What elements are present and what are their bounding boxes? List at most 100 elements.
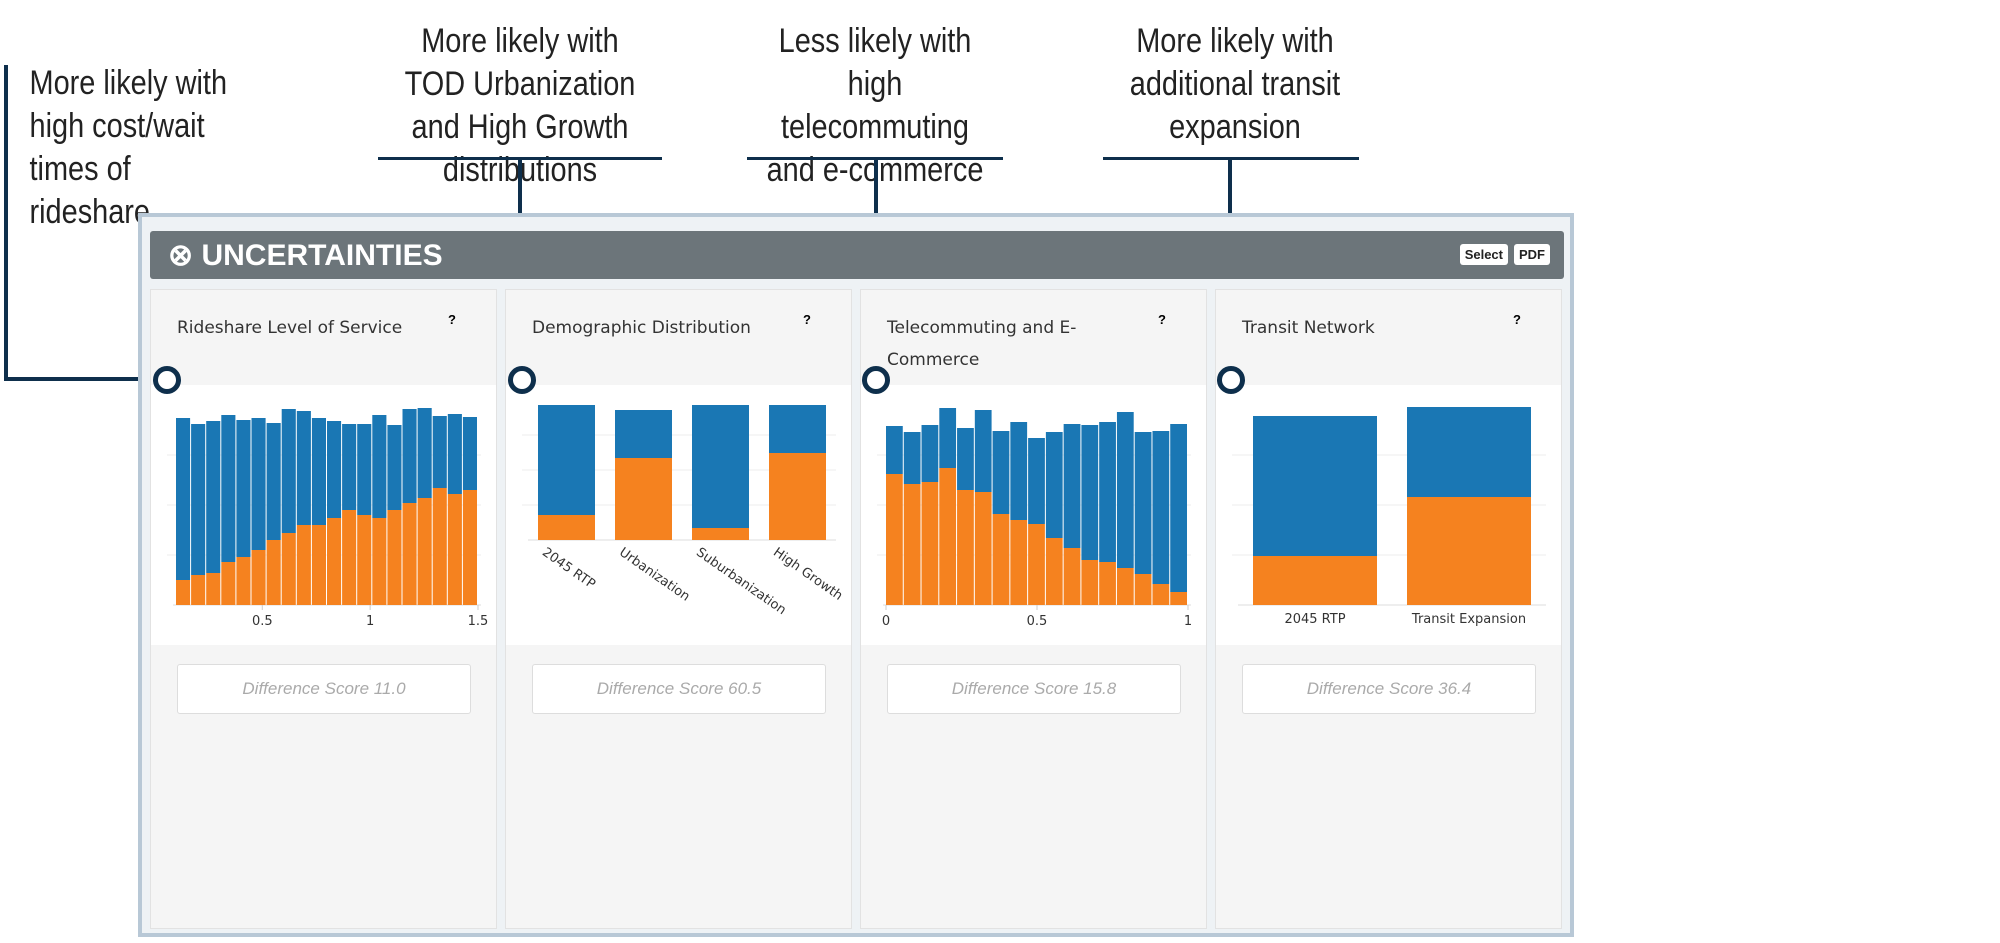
marker-circle [508,366,536,394]
bar-segment-orange [462,490,477,605]
bar-segment-blue [974,410,992,492]
difference-score: Difference Score 36.4 [1242,664,1536,714]
bar-segment-blue [221,415,236,562]
bar-segment-blue [921,425,939,482]
annotation-rideshare: More likely with high cost/wait times of… [29,64,228,231]
chart-rideshare: 0.5 1 1.5 [167,408,488,629]
difference-score: Difference Score 11.0 [177,664,471,714]
x-tick-label: 1 [366,614,374,629]
card-demographic: Demographic Distribution ? 2045 RTP Urban… [505,289,852,929]
card-transit: Transit Network ? 2045 RTP Transit Expans… [1215,289,1562,929]
chart-transit: 2045 RTP Transit Expansion [1232,407,1546,627]
bar-segment-orange [1170,592,1187,605]
bar-segment-blue [342,424,357,510]
bar-segment-blue [957,428,974,490]
bar-segment-orange [311,525,326,605]
bar-segment-orange [417,498,432,605]
bar-segment-blue [1028,438,1045,524]
bar-segment-orange [236,557,251,605]
bar-segment-blue [903,432,921,484]
card-telecommuting: Telecommuting and E-Commerce ? 0 0.5 1 Dif… [860,289,1207,929]
bar-segment-blue [886,426,903,474]
bar-segment-blue [327,421,342,518]
select-button[interactable]: Select [1459,244,1508,265]
bar-segment-blue [357,424,372,515]
bar-segment-blue [1099,422,1116,562]
bar-segment-blue [387,425,402,510]
marker-circle [862,366,890,394]
bar-segment-blue [191,424,206,575]
difference-score: Difference Score 15.8 [887,664,1181,714]
bar-segment-blue [251,418,266,550]
x-tick-label: 2045 RTP [1284,612,1345,627]
panel-header: ⊗ UNCERTAINTIES Select PDF [150,231,1564,279]
bar-segment-orange [1134,574,1152,605]
bar-segment-blue [236,420,251,557]
card-title: Rideshare Level of Service [177,318,403,338]
bar-segment-blue [372,415,387,518]
card-rideshare: Rideshare Level of Service ? 0.5 1 1.5 Dif… [150,289,497,929]
bar-segment-orange [1407,497,1531,605]
bar-segment-blue [462,417,477,490]
bar-segment-orange [1253,556,1377,605]
x-tick-label: High Growth [770,545,845,604]
bar-segment-blue [1081,425,1099,560]
help-icon[interactable]: ? [803,312,811,327]
bar-segment-orange [1152,584,1170,605]
bar-segment-orange [903,484,921,605]
bar-segment-orange [1063,548,1081,605]
bar-segment-blue [615,410,672,458]
bar-segment-orange [1099,562,1116,605]
chart-telecommuting: 0 0.5 1 [877,408,1192,629]
bar-segment-blue [1407,407,1531,497]
bar-segment-blue [281,409,296,533]
bar-segment-orange [886,474,903,605]
help-icon[interactable]: ? [448,312,456,327]
uncertainties-panel: ⊗ UNCERTAINTIES Select PDF Rideshare Lev… [138,213,1574,937]
bar-segment-blue [692,405,749,528]
bar-segment-blue [176,418,191,580]
bar-segment-blue [769,405,826,453]
bar-segment-orange [957,490,974,605]
x-tick-label: 0.5 [1027,614,1048,629]
bar-segment-blue [447,414,462,494]
help-icon[interactable]: ? [1158,312,1166,327]
bar-segment-blue [1045,432,1063,538]
bar-segment-blue [538,405,595,515]
bar-segment-orange [387,510,402,605]
marker-circle [153,366,181,394]
bar-segment-orange [266,540,281,605]
bar-segment-orange [769,453,826,540]
x-tick-label: Urbanization [616,545,692,605]
bar-segment-blue [1152,431,1170,584]
bar-segment-orange [939,468,957,605]
bar-segment-blue [939,408,957,468]
card-title: Transit Network [1242,318,1375,338]
leader-line [4,65,8,381]
bar-segment-orange [615,458,672,540]
bar-segment-orange [447,494,462,605]
bar-segment-blue [1170,424,1187,592]
card-title: Telecommuting and E-Commerce [887,318,1077,370]
x-tick-label: 1 [1184,614,1192,629]
bar-segment-orange [327,518,342,605]
marker-circle [1217,366,1245,394]
bar-segment-orange [176,580,191,605]
bar-segment-orange [342,510,357,605]
help-icon[interactable]: ? [1513,312,1521,327]
bar-segment-blue [311,418,326,525]
pdf-button[interactable]: PDF [1514,244,1550,265]
bar-segment-orange [357,515,372,605]
bar-segment-blue [992,431,1010,514]
panel-title: ⊗ UNCERTAINTIES [168,239,443,272]
bar-segment-orange [1116,568,1134,605]
bar-segment-blue [1116,412,1134,568]
bar-segment-blue [1134,432,1152,574]
bar-segment-orange [1045,538,1063,605]
bar-segment-blue [432,416,447,488]
bar-segment-orange [296,525,311,605]
x-tick-label: 0.5 [252,614,273,629]
x-tick-label: Transit Expansion [1411,612,1526,627]
bar-segment-orange [692,528,749,540]
bar-segment-blue [296,411,311,525]
